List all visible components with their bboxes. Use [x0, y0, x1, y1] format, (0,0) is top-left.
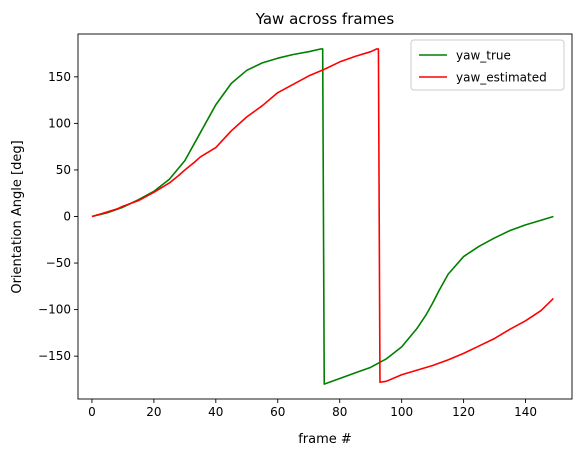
x-axis-label: frame #: [298, 432, 352, 447]
series-line-yaw_estimated: [91, 48, 554, 384]
legend: yaw_true yaw_estimated: [410, 39, 565, 91]
y-tick-label: 100: [48, 116, 71, 130]
legend-label-yaw_estimated: yaw_estimated: [456, 71, 547, 85]
plot-area: [91, 48, 554, 385]
x-tick-label: 120: [452, 405, 475, 419]
legend-label-yaw_true: yaw_true: [456, 49, 511, 63]
y-tick-label: 50: [56, 163, 71, 177]
series-line-yaw_true: [91, 48, 554, 385]
y-tick-label: −100: [38, 303, 71, 317]
y-axis-label: Orientation Angle [deg]: [10, 140, 25, 293]
x-tick-label: 80: [332, 405, 347, 419]
x-tick-label: 0: [88, 405, 96, 419]
x-tick-label: 140: [514, 405, 537, 419]
y-tick-label: −50: [46, 256, 71, 270]
legend-box: [410, 39, 565, 91]
axes: 0 20 40 60 80 100 120 140 −150 −100 −50 0 50 100 150: [38, 33, 573, 419]
chart-title: Yaw across frames: [255, 10, 395, 28]
y-tick-label: 0: [63, 210, 71, 224]
y-tick-label: −150: [38, 349, 71, 363]
x-tick-label: 60: [270, 405, 285, 419]
y-tick-label: 150: [48, 70, 71, 84]
x-tick-label: 20: [146, 405, 161, 419]
x-tick-label: 100: [390, 405, 413, 419]
x-tick-label: 40: [208, 405, 223, 419]
